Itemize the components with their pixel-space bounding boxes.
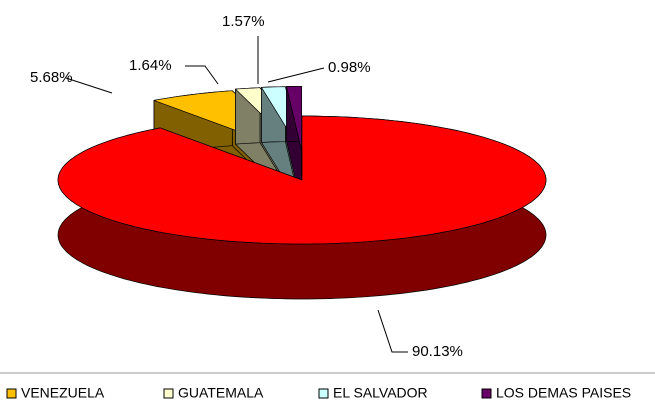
data-label: 1.57%	[222, 13, 265, 30]
data-label: 1.64%	[129, 57, 172, 74]
slice-top	[286, 86, 302, 151]
legend-swatch	[481, 388, 492, 399]
slice-top	[57, 115, 547, 245]
leader-line	[267, 67, 325, 83]
data-label: 0.98%	[328, 59, 371, 76]
leader-line	[377, 309, 408, 353]
leader-line	[185, 65, 219, 85]
slice	[57, 115, 547, 300]
legend-swatch	[163, 388, 174, 399]
legend-label: VENEZUELA	[21, 385, 105, 401]
data-label: 5.68%	[30, 69, 73, 86]
legend-swatch	[318, 388, 329, 399]
legend: VENEZUELA GUATEMALA EL SALVADOR LOS DEMAS P…	[6, 385, 631, 401]
data-label: 90.13%	[412, 343, 463, 360]
legend-label: LOS DEMAS PAISES	[496, 385, 631, 401]
legend-swatch	[6, 388, 17, 399]
leader-line	[65, 77, 113, 94]
labels: 90.13% 5.68% 1.64% 1.57% 0.98%	[30, 13, 463, 360]
pie	[57, 86, 547, 300]
legend-label: GUATEMALA	[178, 385, 264, 401]
legend-label: EL SALVADOR	[333, 385, 428, 401]
